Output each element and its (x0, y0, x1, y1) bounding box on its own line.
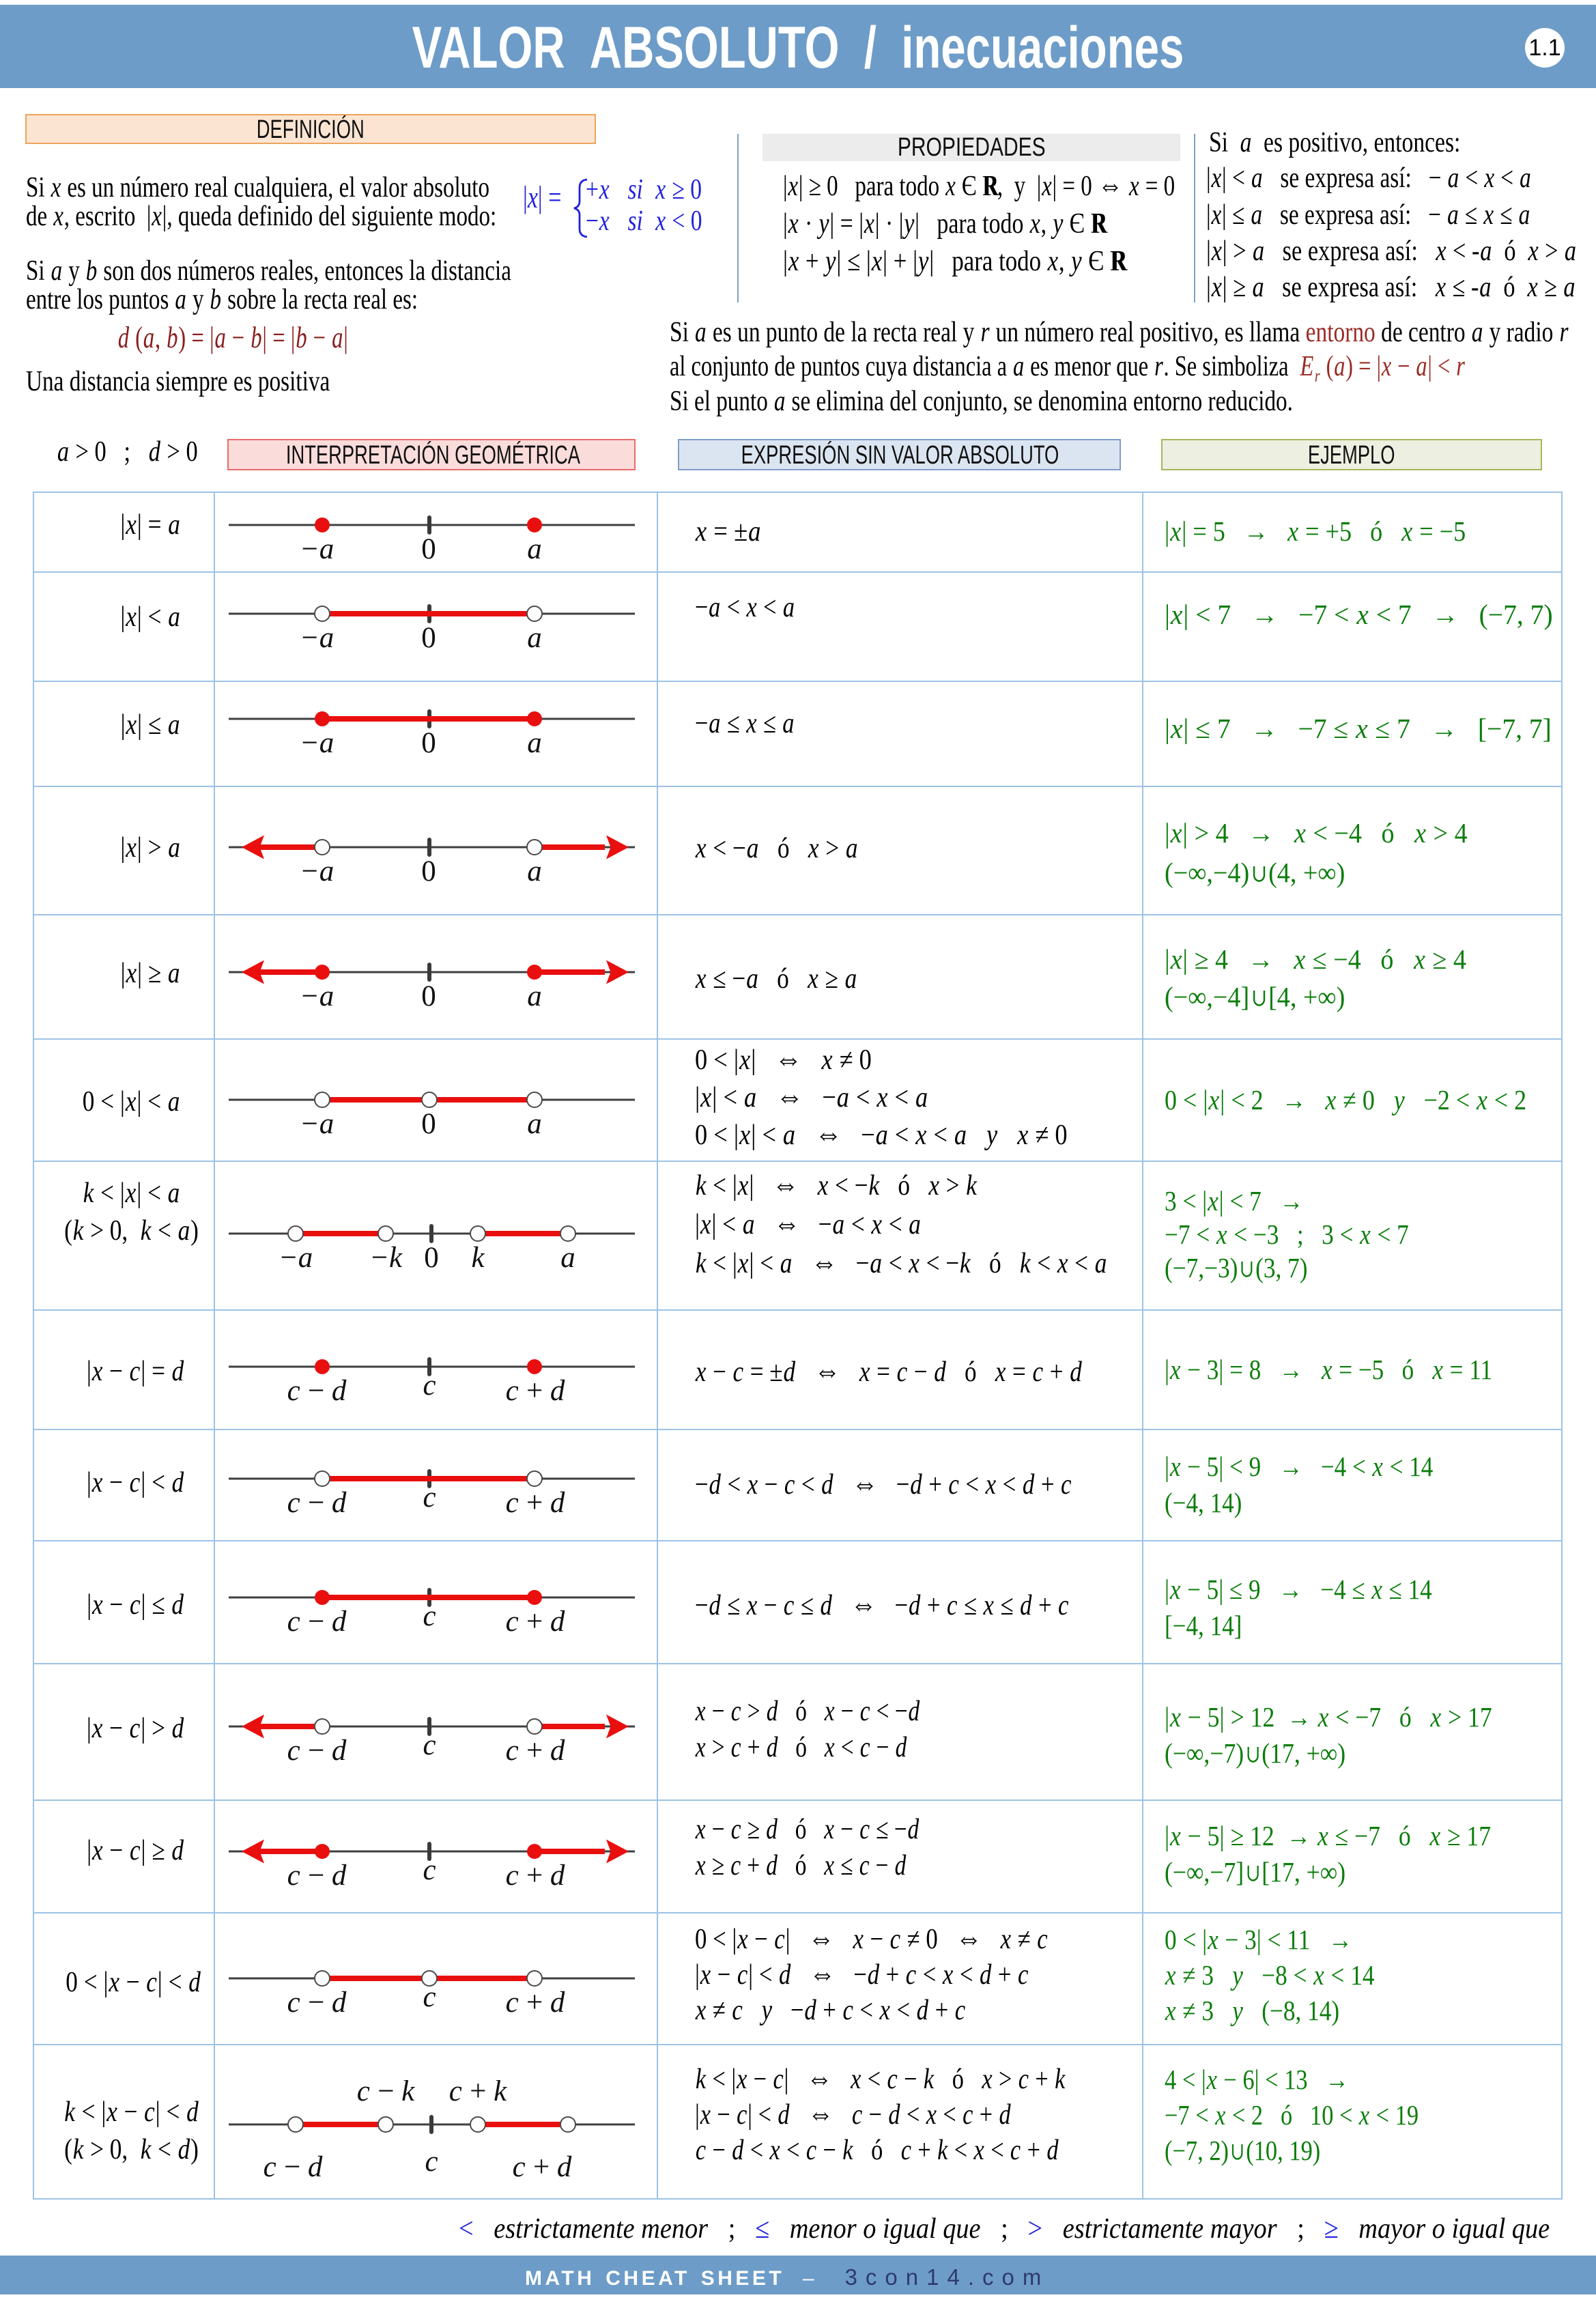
svg-text:c: c (423, 1729, 436, 1761)
svg-text:c + d: c + d (506, 1606, 565, 1638)
svg-text:0: 0 (421, 980, 436, 1012)
svg-text:0: 0 (421, 622, 436, 654)
svg-text:0: 0 (424, 1242, 439, 1274)
svg-text:−a: −a (300, 622, 334, 654)
svg-text:0: 0 (421, 855, 436, 887)
svg-text:c − d: c − d (287, 1487, 347, 1519)
svg-text:a: a (527, 980, 542, 1012)
svg-text:c + d: c + d (506, 1735, 565, 1767)
svg-text:c − d: c − d (287, 1735, 347, 1767)
svg-text:a: a (527, 727, 542, 759)
svg-text:c: c (425, 2146, 438, 2178)
svg-text:c + d: c + d (506, 1487, 565, 1519)
svg-text:c: c (423, 1369, 436, 1402)
svg-text:a: a (527, 855, 542, 887)
svg-text:a: a (527, 533, 542, 565)
svg-text:a: a (527, 1108, 542, 1140)
svg-text:−a: −a (300, 1108, 334, 1140)
svg-text:c + d: c + d (506, 1375, 565, 1407)
svg-text:c: c (423, 1981, 436, 2013)
svg-text:−a: −a (300, 855, 334, 887)
svg-text:0: 0 (421, 533, 436, 565)
svg-text:−a: −a (300, 533, 334, 565)
svg-text:c − d: c − d (287, 1860, 347, 1892)
svg-text:a: a (527, 622, 542, 654)
svg-text:c + d: c + d (506, 1987, 565, 2019)
svg-text:0: 0 (421, 727, 436, 759)
svg-text:a: a (560, 1242, 575, 1274)
svg-text:c: c (423, 1600, 436, 1632)
svg-text:c − d: c − d (287, 1375, 347, 1407)
svg-text:c + d: c + d (506, 1860, 565, 1892)
svg-text:−a: −a (300, 727, 334, 759)
svg-text:k: k (471, 1242, 485, 1274)
svg-text:0: 0 (421, 1108, 436, 1140)
svg-text:c − d: c − d (287, 1606, 347, 1638)
svg-text:c: c (423, 1854, 436, 1886)
svg-text:c: c (423, 1481, 436, 1513)
svg-text:c + d: c + d (513, 2151, 572, 2183)
svg-text:c + k: c + k (449, 2080, 507, 2107)
svg-text:c − d: c − d (287, 1987, 347, 2019)
svg-text:−a: −a (279, 1242, 313, 1274)
svg-text:c − k: c − k (357, 2080, 415, 2107)
svg-text:−a: −a (300, 980, 334, 1012)
svg-text:c − d: c − d (263, 2151, 323, 2183)
svg-text:−k: −k (369, 1242, 403, 1274)
